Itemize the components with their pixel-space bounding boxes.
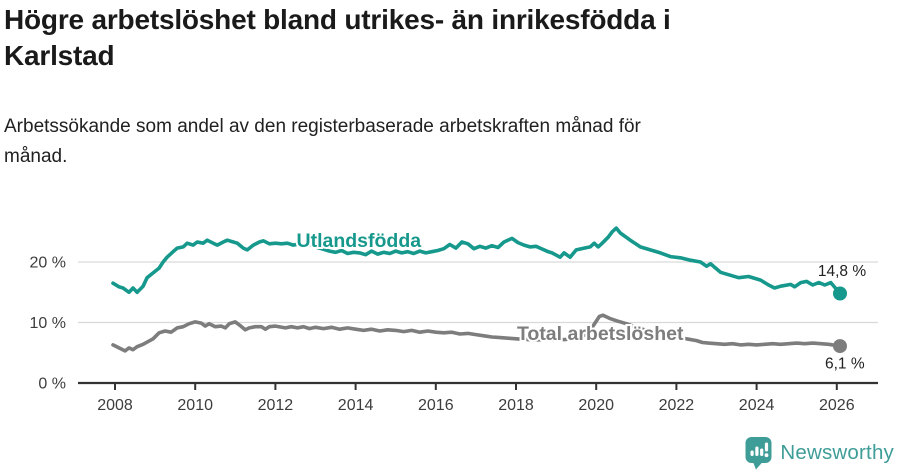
annotation-label-foreign: Utlandsfödda (297, 230, 422, 252)
series-line-total (111, 313, 842, 353)
x-tick-label: 2016 (418, 397, 454, 414)
x-tick-label: 2014 (338, 397, 374, 414)
series-line-utlandsfodda (111, 226, 842, 296)
x-tick-label: 2018 (498, 397, 534, 414)
bar-chart-speech-bubble-icon (745, 437, 772, 470)
page-title: Högre arbetslöshet bland utrikes- än inr… (4, 4, 671, 72)
x-tick-label: 2022 (659, 397, 695, 414)
x-tick-label: 2020 (578, 397, 614, 414)
x-tick-label: 2008 (97, 397, 133, 414)
x-tick-label: 2012 (258, 397, 294, 414)
end-dot-utlandsfodda (833, 286, 847, 301)
x-tick-label: 2010 (177, 397, 213, 414)
annotation-value-dark: 6,1 % (825, 355, 865, 372)
x-tick-label: 2026 (819, 397, 855, 414)
annotation-value-dark: 14,8 % (818, 263, 866, 280)
newsworthy-wordmark: Newsworthy (780, 441, 894, 464)
x-tick-label: 2024 (739, 397, 775, 414)
page-subtitle: Arbetssökande som andel av den registerb… (4, 116, 641, 168)
annotation-label-total: Total arbetslöshet (517, 323, 684, 345)
end-dot-total (833, 339, 847, 354)
y-tick-label: 10 % (30, 315, 66, 332)
newsworthy-logo[interactable]: Newsworthy (744, 436, 894, 470)
y-tick-label: 20 % (30, 255, 66, 272)
y-tick-label: 0 % (38, 376, 66, 393)
